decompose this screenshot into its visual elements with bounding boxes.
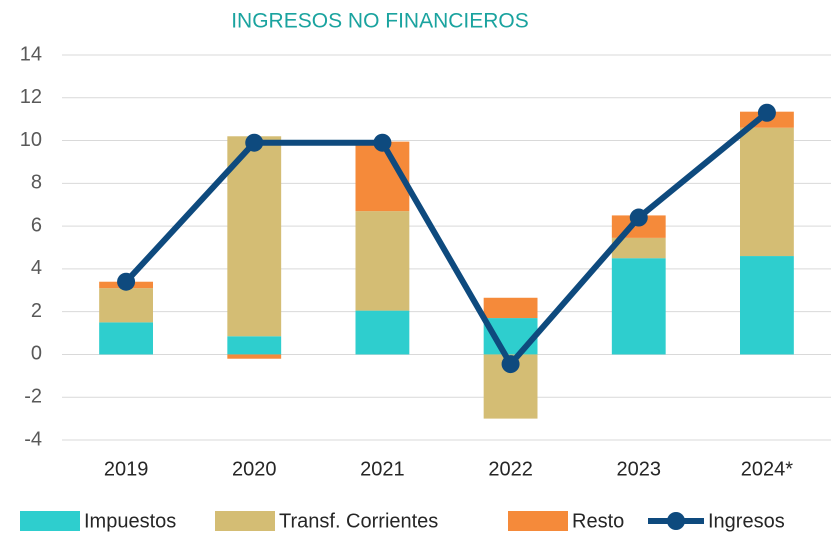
- legend-swatch: [667, 512, 685, 530]
- marker: [501, 355, 520, 374]
- legend-label: Impuestos: [84, 510, 176, 532]
- marker: [757, 103, 776, 122]
- bar: [227, 136, 282, 337]
- y-tick-label: 10: [20, 129, 42, 151]
- bar: [740, 127, 794, 257]
- chart-title: INGRESOS NO FINANCIEROS: [231, 10, 529, 33]
- bar: [611, 237, 666, 259]
- y-tick-label: 4: [31, 257, 42, 279]
- bar: [611, 258, 666, 355]
- y-tick-label: -4: [24, 428, 42, 450]
- marker: [245, 133, 264, 152]
- legend-label: Ingresos: [708, 510, 785, 532]
- y-tick-label: 6: [31, 214, 42, 236]
- legend-swatch: [20, 511, 80, 531]
- y-tick-label: 12: [20, 86, 42, 108]
- marker: [629, 208, 648, 227]
- x-tick-label: 2024*: [741, 458, 793, 480]
- x-tick-label: 2019: [104, 458, 149, 480]
- y-tick-label: -2: [24, 386, 42, 408]
- bar: [227, 336, 282, 355]
- y-tick-label: 8: [31, 172, 42, 194]
- bar: [227, 354, 282, 359]
- x-tick-label: 2020: [232, 458, 277, 480]
- bar: [99, 288, 153, 323]
- legend-swatch: [508, 511, 568, 531]
- y-tick-label: 0: [31, 343, 42, 365]
- marker: [373, 133, 392, 152]
- x-tick-label: 2023: [617, 458, 662, 480]
- line: [123, 110, 769, 368]
- bar: [483, 297, 538, 319]
- bar: [355, 310, 410, 355]
- legend-label: Resto: [572, 510, 624, 532]
- legend-label: Transf. Corrientes: [279, 510, 438, 532]
- bar: [99, 322, 153, 355]
- x-tick-label: 2021: [360, 458, 405, 480]
- legend-swatch: [215, 511, 275, 531]
- y-tick-label: 2: [31, 300, 42, 322]
- bar: [740, 256, 794, 355]
- y-tick-label: 14: [20, 43, 42, 65]
- x-tick-label: 2022: [488, 458, 533, 480]
- bar: [355, 211, 410, 311]
- marker: [117, 272, 136, 291]
